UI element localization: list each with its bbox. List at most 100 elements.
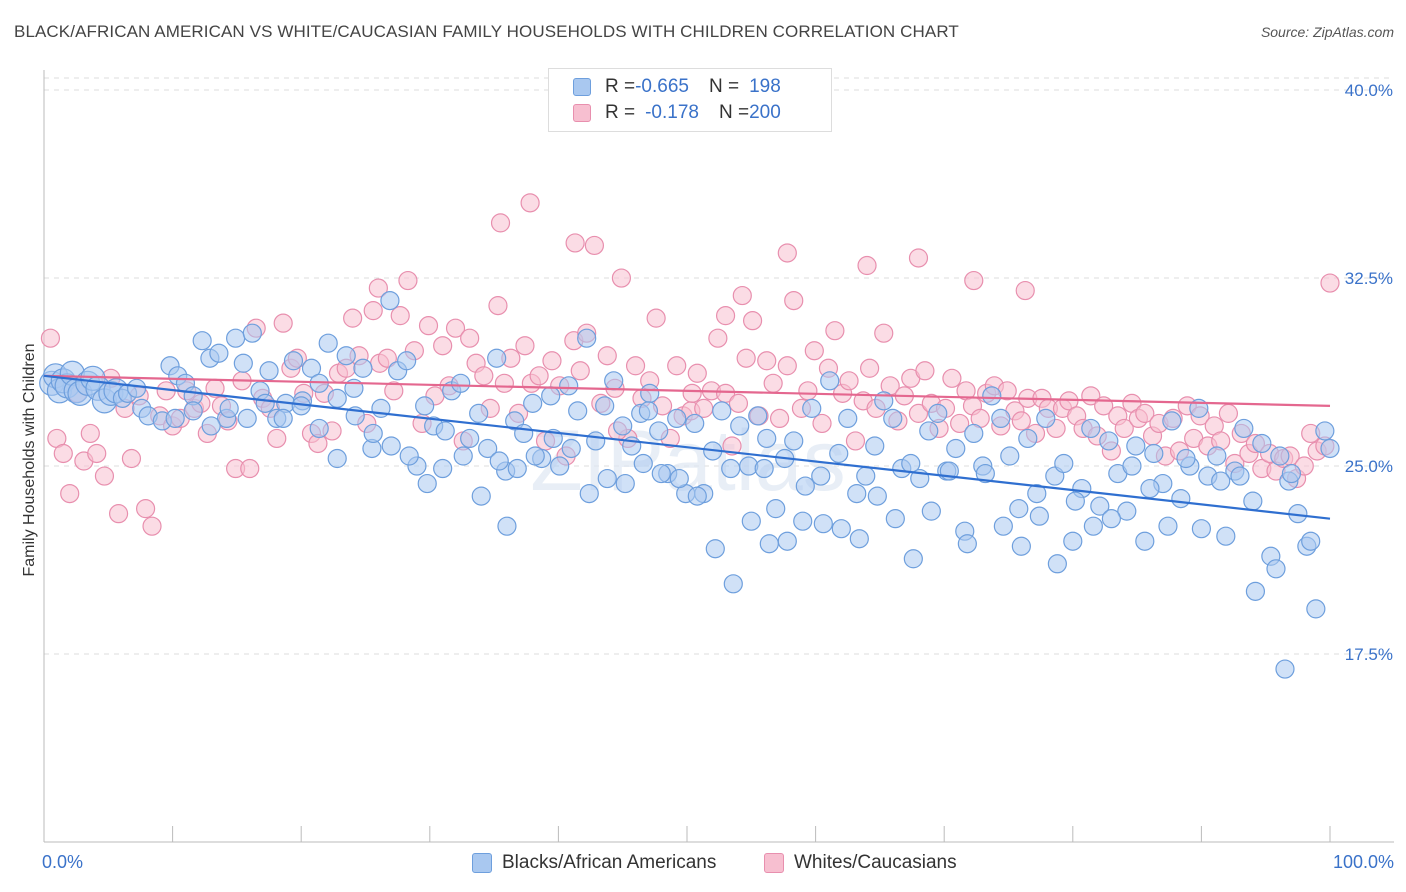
point-whites: [763, 373, 783, 393]
point-blacks: [273, 408, 293, 429]
point-blacks: [813, 514, 833, 534]
point-whites: [908, 248, 929, 268]
point-blacks: [741, 511, 761, 531]
point-blacks: [667, 408, 687, 429]
point-whites: [273, 313, 293, 333]
point-blacks: [1122, 456, 1142, 476]
point-whites: [80, 423, 100, 444]
point-blacks: [730, 416, 750, 436]
point-whites: [267, 428, 287, 449]
point-whites: [529, 366, 549, 386]
point-blacks: [1270, 446, 1290, 466]
point-blacks: [1230, 466, 1250, 486]
point-whites: [769, 408, 790, 429]
point-blacks: [336, 346, 356, 366]
blue-swatch: [573, 78, 591, 96]
point-blacks: [903, 549, 923, 569]
point-whites: [812, 413, 832, 434]
point-whites: [565, 233, 585, 253]
point-blacks: [838, 408, 858, 429]
point-blacks: [226, 328, 246, 348]
point-whites: [845, 431, 866, 451]
r-label: R =: [605, 76, 636, 97]
point-blacks: [1320, 438, 1340, 459]
legend-item-blacks[interactable]: Blacks/African Americans: [472, 852, 716, 874]
point-blacks: [209, 343, 229, 363]
y-tick-label: 25.0%: [1345, 457, 1393, 476]
point-blacks: [497, 516, 517, 536]
point-blacks: [991, 408, 1011, 429]
point-blacks: [793, 511, 813, 531]
point-whites: [687, 363, 707, 383]
point-blacks: [919, 421, 939, 441]
point-blacks: [1176, 448, 1196, 469]
point-whites: [857, 255, 877, 276]
point-blacks: [1140, 478, 1160, 499]
point-whites: [398, 270, 418, 291]
point-blacks: [847, 483, 867, 504]
point-blacks: [638, 401, 659, 421]
point-blacks: [1158, 516, 1178, 536]
point-blacks: [1065, 491, 1085, 511]
point-blacks: [1162, 411, 1182, 431]
point-blacks: [201, 416, 221, 436]
point-blacks: [957, 534, 977, 554]
point-whites: [433, 336, 453, 356]
point-whites: [915, 361, 935, 381]
point-whites: [94, 466, 115, 486]
point-blacks: [417, 473, 437, 494]
point-blacks: [353, 358, 373, 378]
point-blacks: [795, 476, 815, 496]
point-blacks: [811, 466, 831, 486]
point-blacks: [685, 413, 705, 434]
point-blacks: [669, 468, 689, 489]
point-blacks: [766, 499, 786, 519]
point-blacks: [283, 351, 304, 371]
point-blacks: [327, 388, 347, 408]
point-blacks: [1211, 471, 1231, 491]
point-whites: [368, 278, 388, 298]
point-blacks: [1018, 428, 1038, 449]
point-whites: [87, 443, 107, 464]
point-blacks: [550, 456, 570, 476]
point-whites: [732, 285, 752, 306]
point-whites: [488, 296, 508, 316]
point-blacks: [982, 386, 1002, 406]
point-blacks: [1216, 526, 1236, 546]
point-whites: [860, 358, 880, 378]
point-blacks: [1000, 446, 1020, 466]
point-whites: [390, 306, 410, 326]
point-blacks: [1245, 581, 1266, 601]
n-label: N =: [708, 76, 740, 97]
point-blacks: [993, 516, 1013, 536]
point-blacks: [820, 371, 840, 391]
point-whites: [1011, 411, 1031, 431]
point-whites: [798, 381, 818, 401]
point-blacks: [946, 438, 966, 459]
point-blacks: [363, 423, 383, 444]
point-blacks: [559, 376, 579, 396]
point-blacks: [219, 398, 239, 418]
point-blacks: [318, 333, 338, 353]
point-blacks: [126, 378, 147, 398]
point-blacks: [1243, 491, 1263, 511]
r-value: -0.178: [645, 102, 699, 123]
y-tick-label: 17.5%: [1345, 645, 1393, 664]
point-whites: [1114, 418, 1134, 439]
point-whites: [757, 351, 777, 371]
legend-item-whites[interactable]: Whites/Caucasians: [764, 852, 957, 874]
point-whites: [53, 443, 73, 464]
point-whites: [742, 311, 763, 331]
point-blacks: [1207, 446, 1227, 466]
point-whites: [490, 213, 511, 233]
point-blacks: [777, 531, 797, 551]
blue-swatch: [472, 853, 492, 873]
legend-label: Blacks/African Americans: [502, 852, 717, 873]
point-whites: [950, 413, 970, 434]
point-blacks: [1252, 433, 1272, 454]
r-label: R =: [605, 102, 636, 123]
point-whites: [667, 356, 687, 376]
point-blacks: [1144, 443, 1164, 464]
y-tick-labels: 17.5% 25.0% 32.5% 40.0%: [1345, 81, 1393, 664]
series-legend: Blacks/African Americans Whites/Caucasia…: [0, 852, 1406, 878]
